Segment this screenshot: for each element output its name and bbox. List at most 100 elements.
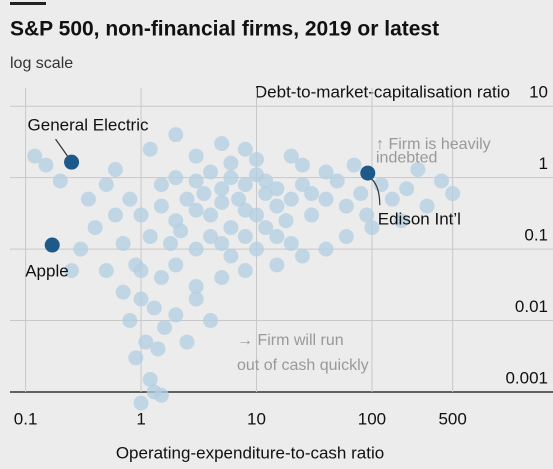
point [196, 186, 212, 202]
point [168, 307, 184, 323]
point [98, 263, 114, 279]
highlight-point [64, 154, 80, 170]
point [138, 334, 154, 350]
annotation: indebted [376, 150, 437, 167]
point [133, 207, 149, 223]
point [188, 148, 204, 164]
point [269, 229, 285, 245]
point [237, 202, 253, 218]
leader-line [55, 138, 69, 157]
point [304, 207, 320, 223]
point [179, 334, 195, 350]
point [445, 186, 461, 202]
point [122, 313, 138, 329]
point [318, 241, 334, 257]
point [107, 207, 123, 223]
point [353, 186, 369, 202]
point [203, 207, 219, 223]
point [188, 202, 204, 218]
point [269, 198, 285, 214]
point [188, 278, 204, 294]
annotation: → Firm will run [237, 332, 344, 349]
point [146, 300, 162, 316]
y-tick-label: 0.001 [505, 368, 548, 387]
point [179, 191, 195, 207]
point [173, 223, 189, 239]
point [203, 313, 219, 329]
y-axis-label: Debt-to-market-capitalisation ratio [255, 82, 510, 101]
point [133, 395, 149, 411]
point [153, 198, 169, 214]
point [231, 191, 247, 207]
point [73, 241, 89, 257]
point [188, 173, 204, 189]
point [168, 170, 184, 186]
point [153, 270, 169, 286]
point [64, 263, 80, 279]
y-tick-label: 1 [539, 154, 548, 173]
point [87, 220, 103, 236]
point [359, 207, 375, 223]
point [304, 186, 320, 202]
point [214, 194, 230, 210]
point-label: General Electric [28, 116, 149, 135]
x-tick-label: 10 [247, 409, 266, 428]
point [258, 220, 274, 236]
title-rule [10, 2, 46, 5]
point [237, 177, 253, 193]
annotation: out of cash quickly [237, 357, 369, 374]
annotation: ↑ Firm is heavily [376, 136, 491, 153]
x-tick-label: 0.1 [14, 409, 38, 428]
point [153, 387, 169, 403]
y-tick-label: 0.1 [524, 226, 548, 245]
point-label: Edison Int’l [378, 210, 461, 229]
x-tick-label: 1 [136, 409, 145, 428]
point [214, 235, 230, 251]
point [249, 207, 265, 223]
point [223, 248, 239, 264]
point [157, 319, 173, 335]
chart-subtitle: log scale [10, 55, 73, 72]
point [237, 141, 253, 157]
point [188, 291, 204, 307]
point [318, 164, 334, 180]
x-tick-label: 500 [438, 409, 466, 428]
point [338, 229, 354, 245]
point-label: Apple [25, 262, 68, 281]
point [329, 173, 345, 189]
x-tick-label: 100 [358, 409, 386, 428]
point [364, 220, 380, 236]
point [133, 291, 149, 307]
chart-title: S&P 500, non-financial firms, 2019 or la… [10, 18, 439, 41]
point [214, 136, 230, 152]
y-tick-label: 10 [529, 83, 548, 102]
point [150, 341, 166, 357]
point [410, 162, 426, 178]
point [318, 191, 334, 207]
point [128, 350, 144, 366]
point [258, 186, 274, 202]
point [188, 241, 204, 257]
y-tick-label: 0.01 [515, 297, 548, 316]
point [269, 257, 285, 273]
point [80, 191, 96, 207]
point [107, 162, 123, 178]
highlight-point [44, 237, 60, 253]
point [223, 155, 239, 171]
point [258, 173, 274, 189]
point [168, 127, 184, 143]
point [142, 371, 158, 387]
point [27, 148, 43, 164]
point [115, 284, 131, 300]
point [278, 213, 294, 229]
point [433, 173, 449, 189]
point [237, 229, 253, 245]
highlight-point [360, 165, 376, 181]
point [237, 263, 253, 279]
point [115, 235, 131, 251]
point [133, 263, 149, 279]
point [283, 235, 299, 251]
point [168, 257, 184, 273]
point [419, 198, 435, 214]
